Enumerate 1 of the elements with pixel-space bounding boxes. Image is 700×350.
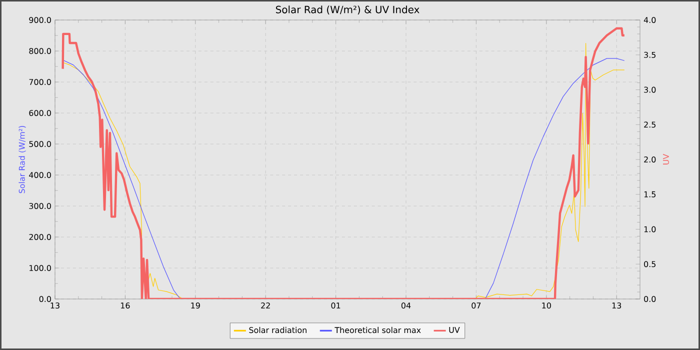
chart-title: Solar Rad (W/m²) & UV Index	[276, 6, 420, 14]
